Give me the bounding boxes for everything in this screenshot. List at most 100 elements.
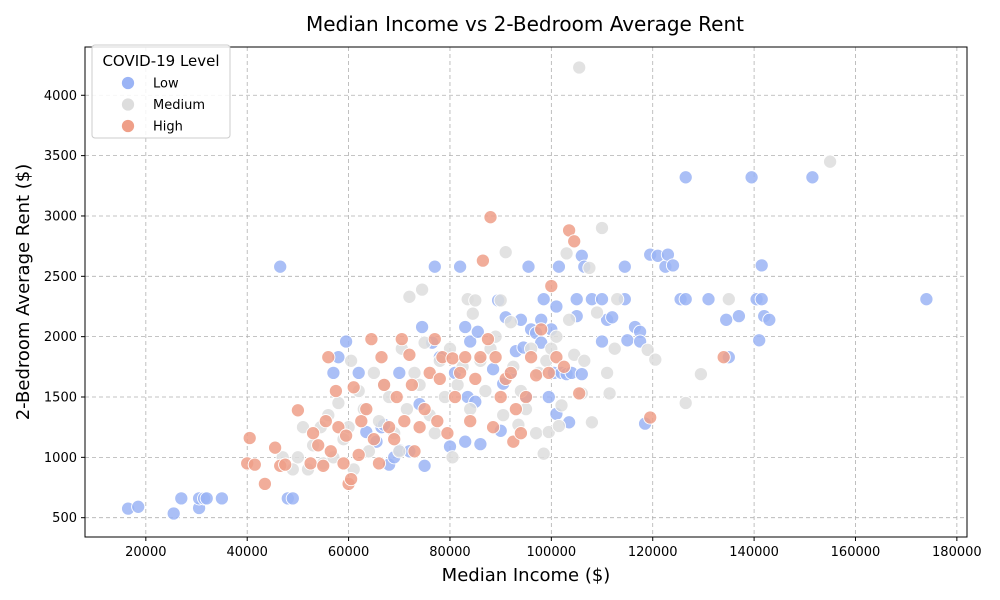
data-point-low	[339, 334, 354, 349]
data-point-high	[480, 332, 496, 347]
data-point-medium	[589, 305, 605, 320]
data-point-high	[318, 414, 333, 429]
data-point-low	[754, 292, 769, 307]
data-point-low	[541, 389, 556, 405]
x-tick-label: 40000	[227, 545, 268, 560]
data-point-low	[392, 365, 407, 380]
data-point-high	[377, 377, 392, 392]
x-tick-label: 100000	[527, 545, 577, 560]
legend: COVID-19 Level Low Medium High	[91, 44, 231, 139]
data-point-medium	[577, 353, 592, 368]
data-point-medium	[402, 289, 417, 304]
data-point-high	[371, 456, 387, 471]
data-point-low	[458, 434, 473, 449]
legend-label-high: High	[153, 120, 183, 135]
data-point-high	[257, 476, 272, 491]
data-point-medium	[572, 60, 587, 75]
x-tick-label: 140000	[729, 545, 779, 560]
data-point-high	[544, 278, 559, 294]
data-point-high	[447, 389, 463, 405]
data-point-low	[458, 319, 473, 335]
data-point-high	[488, 350, 503, 365]
data-point-high	[473, 350, 488, 365]
data-point-medium	[463, 402, 478, 417]
data-point-high	[321, 350, 336, 365]
data-point-low	[427, 259, 442, 274]
data-point-high	[359, 402, 374, 417]
y-axis-label: 2-Bedroom Average Rent ($)	[13, 164, 34, 421]
data-point-medium	[551, 418, 566, 434]
data-point-high	[468, 371, 483, 386]
data-point-high	[541, 365, 556, 380]
x-tick-label: 80000	[429, 545, 470, 560]
data-point-low	[805, 170, 820, 185]
data-point-high	[407, 444, 422, 459]
data-point-low	[285, 491, 300, 506]
data-point-high	[364, 332, 379, 347]
data-point-high	[417, 402, 432, 417]
data-point-low	[473, 437, 488, 452]
legend-box	[91, 44, 231, 139]
x-axis-label: Median Income ($)	[442, 565, 611, 586]
y-tick-label: 2500	[44, 270, 77, 285]
data-point-medium	[344, 353, 359, 368]
data-point-high	[339, 428, 354, 443]
data-point-low	[351, 365, 366, 380]
data-point-high	[716, 350, 731, 365]
legend-marker-medium	[120, 97, 136, 112]
data-point-medium	[721, 292, 736, 307]
data-point-medium	[594, 220, 610, 236]
data-point-high	[493, 389, 508, 405]
x-tick-label: 160000	[831, 545, 881, 560]
data-point-low	[415, 319, 430, 335]
data-point-high	[486, 420, 501, 435]
data-point-medium	[607, 341, 622, 356]
data-points	[121, 60, 934, 521]
data-point-medium	[331, 395, 346, 411]
data-point-high	[463, 414, 478, 429]
data-point-high	[412, 420, 427, 435]
data-point-medium	[823, 154, 838, 169]
data-point-low	[199, 491, 214, 506]
legend-label-low: Low	[153, 77, 179, 92]
y-tick-label: 1500	[44, 391, 77, 406]
data-point-high	[513, 426, 528, 441]
legend-marker-high	[120, 118, 136, 134]
data-point-high	[556, 359, 572, 374]
data-point-low	[754, 258, 769, 273]
data-point-high	[382, 420, 397, 435]
data-point-high	[508, 402, 523, 417]
data-point-high	[475, 253, 490, 268]
data-point-low	[665, 258, 681, 273]
data-point-high	[427, 332, 442, 347]
data-point-high	[374, 350, 389, 365]
data-point-medium	[602, 386, 617, 401]
data-point-high	[242, 430, 257, 446]
series-high	[240, 210, 731, 491]
data-point-medium	[366, 365, 381, 380]
data-point-low	[762, 312, 777, 327]
data-point-high	[404, 377, 419, 392]
data-point-high	[290, 403, 305, 418]
data-point-high	[311, 438, 326, 453]
x-tick-label: 180000	[932, 545, 982, 560]
y-tick-label: 4000	[44, 89, 77, 104]
data-point-high	[483, 210, 498, 225]
y-tick-label: 3000	[44, 209, 77, 224]
grid	[85, 47, 967, 537]
data-point-medium	[554, 398, 569, 413]
data-point-low	[594, 292, 610, 307]
legend-label-medium: Medium	[153, 98, 205, 113]
data-point-low	[417, 458, 432, 473]
legend-title: COVID-19 Level	[102, 52, 219, 70]
data-point-medium	[498, 245, 513, 260]
data-point-high	[572, 386, 587, 401]
x-tick-label: 120000	[628, 545, 678, 560]
data-point-high	[306, 426, 321, 441]
data-point-medium	[562, 312, 577, 327]
data-point-medium	[496, 408, 511, 423]
data-point-medium	[584, 415, 599, 430]
data-point-high	[328, 383, 343, 399]
data-point-low	[744, 170, 759, 185]
